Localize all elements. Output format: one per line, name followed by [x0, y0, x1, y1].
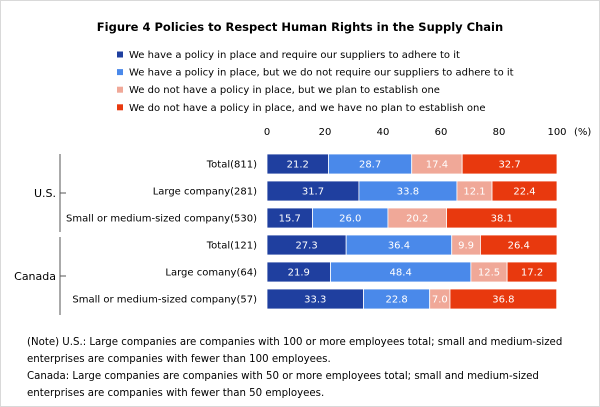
bar-segment [446, 207, 558, 229]
data-label: 12.5 [478, 268, 500, 279]
group-label: U.S. [34, 187, 56, 200]
legend-swatch-1 [117, 51, 123, 58]
bar-segment [461, 153, 558, 175]
data-label: 22.4 [513, 187, 535, 198]
data-label: 12.1 [463, 187, 485, 198]
data-label: 32.7 [498, 160, 520, 171]
data-label: 7.0 [432, 295, 448, 306]
bar-segment [491, 180, 558, 202]
data-label: 15.7 [279, 214, 301, 225]
note-line-4: enterprises are companies with fewer tha… [27, 388, 325, 399]
stacked-bar-chart: Figure 4 Policies to Respect Human Right… [14, 20, 591, 315]
axis-tick-label: 80 [493, 127, 506, 138]
bar-segment [480, 234, 558, 256]
legend-label-4: We do not have a policy in place, and we… [129, 103, 486, 114]
note-line-3: Canada: Large companies are companies wi… [27, 371, 539, 382]
note-line-2: enterprises are companies with fewer tha… [27, 354, 331, 365]
data-label: 17.2 [521, 268, 543, 279]
axis-tick-label: 60 [435, 127, 448, 138]
data-label: 36.4 [388, 241, 410, 252]
data-label: 26.4 [508, 241, 530, 252]
group-label: Canada [14, 270, 56, 283]
data-label: 33.3 [304, 295, 326, 306]
note-line-1: (Note) U.S.: Large companies are compani… [27, 337, 563, 348]
data-label: 48.4 [390, 268, 412, 279]
legend-swatch-3 [117, 86, 123, 93]
row-label: Total(121) [206, 241, 257, 252]
data-label: 21.9 [288, 268, 310, 279]
axis-tick-label: 100 [547, 127, 566, 138]
row-label: Large comany(64) [165, 268, 257, 279]
axis-tick-label: 40 [377, 127, 390, 138]
data-label: 17.4 [426, 160, 448, 171]
legend-swatch-4 [117, 104, 123, 111]
legend-label-2: We have a policy in place, but we do not… [129, 68, 514, 79]
legend-swatch-2 [117, 69, 123, 76]
legend-label-1: We have a policy in place and require ou… [129, 50, 460, 61]
data-label: 31.7 [302, 187, 324, 198]
data-label: 28.7 [359, 160, 381, 171]
data-label: 38.1 [491, 214, 513, 225]
data-label: 26.0 [339, 214, 361, 225]
data-label: 36.8 [492, 295, 514, 306]
legend-label-3: We do not have a policy in place, but we… [129, 85, 440, 96]
data-label: 9.9 [458, 241, 474, 252]
axis-tick-label: 0 [264, 127, 270, 138]
bar-segment [506, 261, 558, 283]
row-label: Small or medium-sized company(57) [72, 295, 257, 306]
data-label: 27.3 [295, 241, 317, 252]
axis-tick-label: 20 [319, 127, 332, 138]
data-label: 21.2 [287, 160, 309, 171]
row-label: Small or medium-sized company(530) [66, 214, 257, 225]
data-label: 33.8 [397, 187, 419, 198]
row-label: Total(811) [206, 160, 257, 171]
bar-segment [449, 288, 558, 310]
data-label: 20.2 [406, 214, 428, 225]
axis-unit-label: (%) [574, 127, 591, 138]
data-label: 22.8 [385, 295, 407, 306]
row-label: Large company(281) [153, 187, 257, 198]
chart-title: Figure 4 Policies to Respect Human Right… [97, 20, 503, 34]
